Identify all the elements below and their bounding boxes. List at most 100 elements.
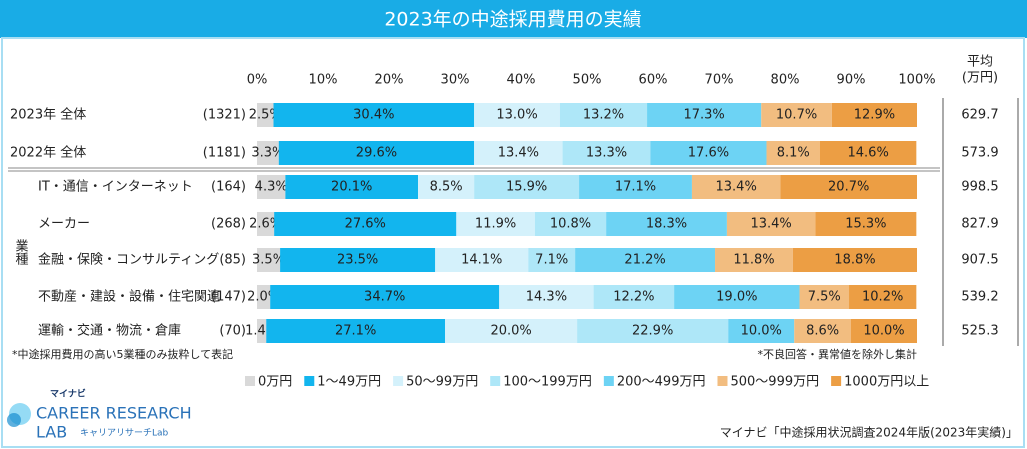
value-label: 14.3% xyxy=(526,290,567,305)
bar-segment xyxy=(674,285,800,309)
category-label: 不動産・建設・設備・住宅関連 xyxy=(38,289,220,305)
count-label: (268) xyxy=(211,217,246,232)
average-value: 539.2 xyxy=(961,290,998,305)
count-label: (85) xyxy=(219,253,246,268)
average-value: 629.7 xyxy=(961,108,998,123)
bar-segment xyxy=(606,212,727,236)
source: マイナビ「中途採用状況調査2024年版(2023年実績)」 xyxy=(720,425,1018,440)
value-label: 14.1% xyxy=(461,253,502,268)
bar-segment xyxy=(280,248,436,272)
bar-segment xyxy=(474,175,580,199)
value-label: 18.8% xyxy=(834,253,875,268)
bar-segment xyxy=(799,285,850,309)
average-header: (万円) xyxy=(962,71,998,86)
bar-segment xyxy=(257,285,271,309)
category-label: 金融・保険・コンサルティング xyxy=(38,252,219,268)
chart-title: 2023年の中途採用費用の実績 xyxy=(384,9,641,31)
value-label: 12.9% xyxy=(854,108,895,123)
bar-segment xyxy=(766,141,820,165)
value-label: 15.9% xyxy=(506,180,547,195)
legend-swatch xyxy=(304,376,315,386)
count-label: (1321) xyxy=(203,108,246,123)
x-tick-label: 10% xyxy=(309,73,338,88)
value-label: 17.6% xyxy=(688,146,729,161)
bar-segment xyxy=(499,285,594,309)
value-label: 7.1% xyxy=(535,253,568,268)
average-value: 573.9 xyxy=(961,146,998,161)
bar-segment xyxy=(575,248,716,272)
category-label: 運輸・交通・物流・倉庫 xyxy=(38,323,181,339)
legend-label: 50～99万円 xyxy=(406,375,478,390)
bar-segment xyxy=(691,175,781,199)
value-label: 11.9% xyxy=(475,217,516,232)
bar-segment xyxy=(761,103,832,127)
x-tick-label: 0% xyxy=(247,73,268,88)
x-tick-label: 30% xyxy=(441,73,470,88)
logo-text: CAREER RESEARCH xyxy=(36,404,192,423)
legend-label: 200～499万円 xyxy=(617,375,706,390)
legend-swatch xyxy=(831,376,842,386)
value-label: 15.3% xyxy=(845,217,886,232)
bar-segment xyxy=(562,141,651,165)
bar-segment xyxy=(726,212,816,236)
legend-swatch xyxy=(603,376,614,386)
legend-label: 0万円 xyxy=(258,375,292,390)
x-tick-label: 70% xyxy=(705,73,734,88)
x-tick-label: 80% xyxy=(771,73,800,88)
bar-segment xyxy=(815,212,917,236)
x-tick-label: 100% xyxy=(898,73,935,88)
value-label: 10.0% xyxy=(863,324,904,339)
bar-segment xyxy=(418,175,475,199)
bar-segment xyxy=(851,319,917,343)
value-label: 3.3% xyxy=(251,146,284,161)
count-label: (147) xyxy=(211,290,246,305)
legend-swatch xyxy=(245,376,255,386)
bar-segment xyxy=(257,103,274,127)
value-label: 8.1% xyxy=(777,146,810,161)
bar-segment xyxy=(577,319,729,343)
group-label: 業種 xyxy=(13,238,29,265)
value-label: 7.5% xyxy=(808,290,841,305)
legend-label: 100～199万円 xyxy=(503,375,592,390)
bar-segment xyxy=(445,319,578,343)
value-label: 13.4% xyxy=(716,180,757,195)
value-label: 4.3% xyxy=(255,180,288,195)
note: *中途採用費用の高い5業種のみ抜粋して表記 xyxy=(12,347,233,361)
value-label: 30.4% xyxy=(353,108,394,123)
value-label: 27.6% xyxy=(345,217,386,232)
average-value: 998.5 xyxy=(961,180,998,195)
bar-segment xyxy=(435,248,529,272)
bar-segment xyxy=(728,319,795,343)
value-label: 17.3% xyxy=(683,108,724,123)
value-label: 20.1% xyxy=(331,180,372,195)
average-header: 平均 xyxy=(967,55,993,70)
bar-segment xyxy=(266,319,446,343)
logo-brand: マイナビ xyxy=(50,388,86,400)
bar-segment xyxy=(794,319,851,343)
value-label: 34.7% xyxy=(364,290,405,305)
category-label: 2022年 全体 xyxy=(10,145,86,161)
value-label: 19.0% xyxy=(716,290,757,305)
logo-icon xyxy=(7,413,21,427)
bar-segment xyxy=(273,103,475,127)
x-tick-label: 50% xyxy=(573,73,602,88)
category-label: 2023年 全体 xyxy=(10,107,86,123)
logo-text: LAB xyxy=(36,423,67,442)
bar-segment xyxy=(278,141,475,165)
value-label: 10.2% xyxy=(862,290,903,305)
bar-segment xyxy=(792,248,917,272)
average-value: 827.9 xyxy=(961,217,998,232)
x-tick-label: 20% xyxy=(375,73,404,88)
x-tick-label: 60% xyxy=(639,73,668,88)
title-bar xyxy=(0,0,1027,38)
value-label: 2.6% xyxy=(249,217,282,232)
bar-segment xyxy=(474,141,563,165)
count-label: (1181) xyxy=(203,146,246,161)
value-label: 14.6% xyxy=(848,146,889,161)
logo-sub: キャリアリサーチLab xyxy=(80,428,169,439)
bar-segment xyxy=(456,212,535,236)
value-label: 13.0% xyxy=(496,108,537,123)
bar-segment xyxy=(831,103,917,127)
bar-segment xyxy=(285,175,419,199)
